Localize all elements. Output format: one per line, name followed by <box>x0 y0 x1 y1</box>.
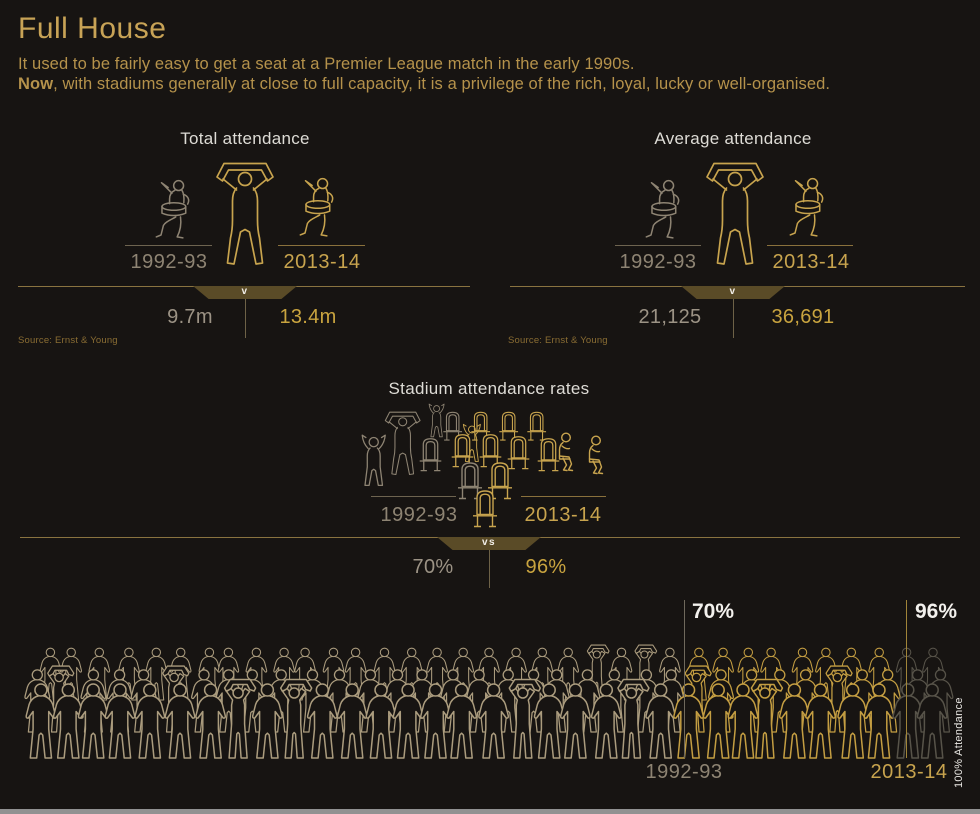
year-underline-past <box>615 245 701 246</box>
pct-label-present: 96% <box>915 600 958 623</box>
seat-icon <box>507 436 530 470</box>
year-label-present: 2013-14 <box>772 251 850 273</box>
value-present: 36,691 <box>771 306 835 328</box>
total-attendance-heading: Total attendance <box>180 129 310 148</box>
fan-drummer-2014-icon <box>299 177 334 237</box>
value-past: 21,125 <box>638 306 702 328</box>
marker-line-past <box>684 600 685 758</box>
page-bottom-edge <box>0 809 980 814</box>
seat-icon <box>451 434 474 468</box>
marker-line-present <box>906 600 907 758</box>
value-past: 9.7m <box>167 306 213 328</box>
subtitle-line-2: Now, with stadiums generally at close to… <box>18 75 831 93</box>
seat-icon <box>537 438 560 472</box>
year-underline-present <box>767 245 853 246</box>
fan-seated-icon <box>558 432 574 472</box>
value-separator-tick <box>489 550 490 588</box>
year-underline-past <box>371 496 456 497</box>
pct-label-past: 70% <box>692 600 735 623</box>
value-separator-tick <box>733 299 734 338</box>
fan-scarf-icon <box>384 411 421 476</box>
value-past: 70% <box>412 556 454 578</box>
attendance-axis-label: 100% Attendance <box>953 697 965 788</box>
stadium-rates-heading: Stadium attendance rates <box>388 379 590 398</box>
year-underline-past <box>125 245 212 246</box>
source-note: Source: Ernst & Young <box>508 335 608 346</box>
seat-icon <box>479 434 502 468</box>
year-label-present: 2013-14 <box>283 251 361 273</box>
versus-badge: v <box>193 286 297 299</box>
fan-drummer-2014-icon <box>789 177 824 237</box>
source-note: Source: Ernst & Young <box>18 335 118 346</box>
value-present: 13.4m <box>279 306 337 328</box>
year-underline-present <box>521 496 606 497</box>
subtitle-now-emphasis: Now <box>18 75 54 93</box>
versus-badge: vs <box>437 537 541 550</box>
crowd-illustration <box>24 644 954 759</box>
average-attendance-heading: Average attendance <box>654 129 812 148</box>
fan-drummer-1993-icon <box>645 179 680 239</box>
year-label-past: 1992-93 <box>130 251 208 273</box>
fan-seated-icon <box>588 435 604 475</box>
page-title: Full House <box>18 12 167 45</box>
fan-scarf-big-icon <box>706 162 764 265</box>
fan-arms-up-icon <box>428 403 445 438</box>
seat-icon <box>419 438 442 472</box>
seat-icon <box>498 411 519 441</box>
year-label-past: 1992-93 <box>380 504 458 526</box>
seat-icon <box>526 411 547 441</box>
value-separator-tick <box>245 299 246 338</box>
year-label-present: 2013-14 <box>524 504 602 526</box>
bottom-year-present: 2013-14 <box>870 761 948 783</box>
year-underline-present <box>278 245 365 246</box>
value-present: 96% <box>525 556 567 578</box>
fan-scarf-big-icon <box>216 162 274 265</box>
fan-drummer-1993-icon <box>155 179 190 239</box>
year-label-past: 1992-93 <box>619 251 697 273</box>
versus-badge: v <box>681 286 785 299</box>
bottom-year-past: 1992-93 <box>645 761 723 783</box>
fan-arms-up-icon <box>361 434 386 487</box>
subtitle-line-1: It used to be fairly easy to get a seat … <box>18 55 635 73</box>
